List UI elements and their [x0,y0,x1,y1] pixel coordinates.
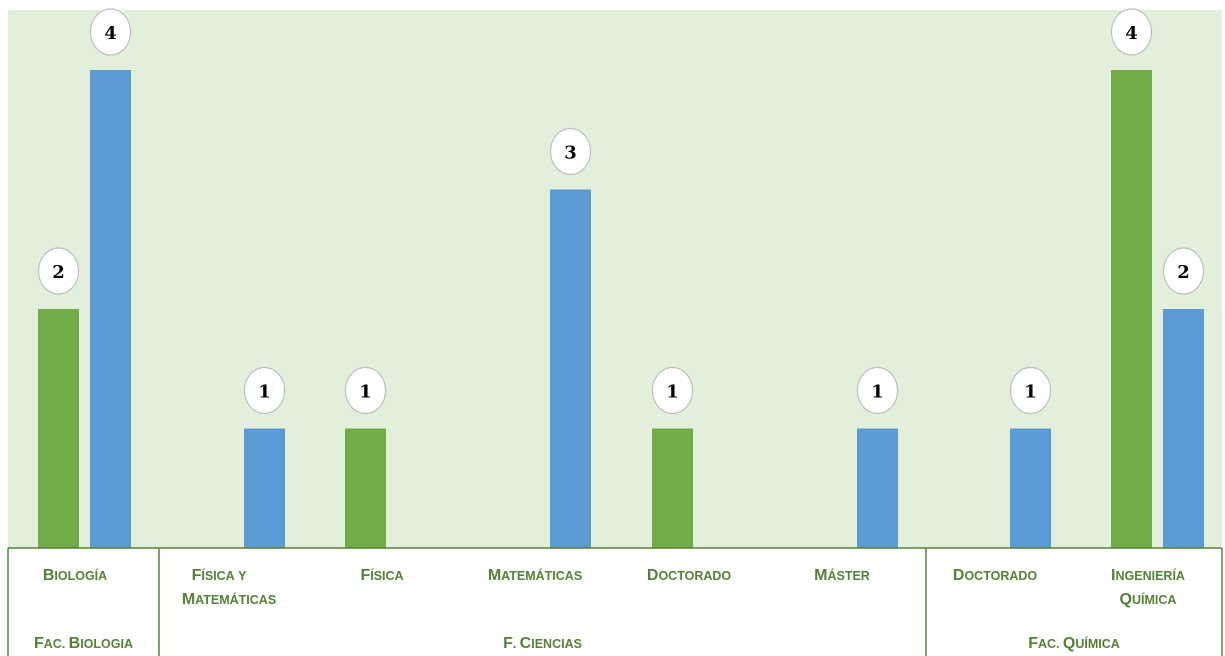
bar-green-7 [1111,70,1152,548]
data-label-0-4: 1 [666,382,679,403]
category-label-2: FÍSICA [360,567,403,584]
category-label-3: MATEMÁTICAS [488,567,582,584]
data-label-1-5: 1 [871,382,884,403]
category-label-7-line2: QUÍMICA [1120,591,1177,608]
data-label-bubble-0-7 [1110,8,1153,56]
category-label-7: INGENIERÍA QUÍMICA [1111,567,1185,608]
data-label-1-7: 2 [1177,262,1190,283]
category-label-5: MÁSTER [814,567,870,584]
bar-green-2 [345,428,386,548]
group-label-2: FAC. QUÍMICA [1028,635,1120,652]
bar-blue-7 [1163,309,1204,548]
data-label-bubble-1-7 [1162,247,1205,295]
bar-green-4 [652,428,693,548]
data-label-bubble-1-0 [89,8,132,56]
category-label-6: DOCTORADO [953,567,1038,584]
category-label-1-line1: FÍSICA Y [192,567,247,584]
data-label-0-0: 2 [52,262,65,283]
bar-green-0 [38,309,79,548]
data-label-bubble-1-5 [856,366,899,415]
data-label-bubble-1-6 [1009,366,1052,415]
category-label-7-line1: INGENIERÍA [1111,567,1185,584]
data-label-bubble-1-1 [243,366,286,415]
data-label-1-6: 1 [1024,382,1037,403]
category-label-4: DOCTORADO [647,567,732,584]
category-label-1-line2: MATEMÁTICAS [182,591,276,608]
data-label-bubble-1-3 [549,127,592,176]
group-label-1: F. CIENCIAS [503,635,582,652]
data-label-1-0: 4 [104,23,117,44]
group-label-0: FAC. BIOLOGIA [34,635,133,652]
bar-blue-1 [244,428,285,548]
data-label-bubble-0-0 [37,247,80,295]
data-label-1-1: 1 [258,382,271,403]
category-axis: BIOLOGÍA FÍSICA Y MATEMÁTICAS FÍSICA MATEMÁT… [7,547,1223,656]
data-label-0-7: 4 [1125,23,1138,44]
data-label-bubble-0-4 [651,366,694,415]
category-label-0: BIOLOGÍA [43,567,107,584]
data-label-0-2: 1 [359,382,372,403]
bars-layer [38,70,1204,548]
bar-blue-6 [1010,428,1051,548]
bar-blue-3 [550,189,591,548]
data-labels-layer: 2 1 1 4 4 1 3 1 1 2 [37,8,1205,415]
bar-blue-0 [90,70,131,548]
data-label-1-3: 3 [564,143,577,164]
data-label-bubble-0-2 [344,366,387,415]
category-label-1: FÍSICA Y MATEMÁTICAS [182,567,276,608]
bar-blue-5 [857,428,898,548]
